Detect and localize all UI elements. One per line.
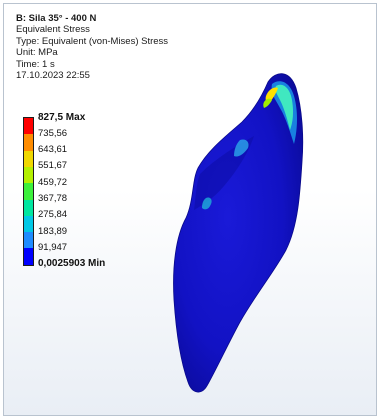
color-legend[interactable]: 827,5 Max 735,56 643,61 551,67 459,72 36… xyxy=(23,112,183,269)
result-time: Time: 1 s xyxy=(16,58,55,70)
legend-swatch-4 xyxy=(24,166,33,184)
stress-hotspot-mid xyxy=(275,84,294,130)
result-title: B: Sila 35° - 400 N xyxy=(16,13,97,24)
legend-swatch-6 xyxy=(24,199,33,216)
legend-max-label: 827,5 Max xyxy=(38,112,86,123)
viewport[interactable]: B: Sila 35° - 400 N Equivalent Stress Ty… xyxy=(3,3,377,416)
legend-value-6: 275,84 xyxy=(38,209,68,220)
stress-streak-left xyxy=(202,197,212,210)
stress-hotspot-green xyxy=(263,98,272,108)
legend-value-8: 91,947 xyxy=(38,242,68,253)
legend-value-1: 735,56 xyxy=(38,128,68,139)
legend-value-7: 183,89 xyxy=(38,226,68,237)
legend-value-4: 459,72 xyxy=(38,177,68,188)
legend-value-2: 643,61 xyxy=(38,144,68,155)
legend-min-label: 0,0025903 Min xyxy=(38,258,106,269)
model-body xyxy=(173,73,304,393)
legend-swatch-1 xyxy=(24,118,33,135)
legend-value-5: 367,78 xyxy=(38,193,68,204)
legend-color-bar xyxy=(23,117,34,266)
legend-swatch-5 xyxy=(24,183,33,200)
legend-swatch-2 xyxy=(24,134,33,151)
result-info-panel: B: Sila 35° - 400 N Equivalent Stress Ty… xyxy=(16,13,168,81)
legend-swatch-3 xyxy=(24,150,33,167)
result-unit: Unit: MPa xyxy=(16,47,58,59)
legend-swatch-8 xyxy=(24,232,33,249)
legend-swatch-7 xyxy=(24,215,33,233)
legend-value-3: 551,67 xyxy=(38,160,68,171)
result-name: Equivalent Stress xyxy=(16,24,90,36)
stress-contour-model[interactable] xyxy=(4,4,376,415)
result-timestamp: 17.10.2023 22:55 xyxy=(16,70,90,82)
stress-streak-lower xyxy=(234,139,249,157)
legend-swatch-9 xyxy=(24,248,33,265)
result-type: Type: Equivalent (von-Mises) Stress xyxy=(16,35,169,47)
